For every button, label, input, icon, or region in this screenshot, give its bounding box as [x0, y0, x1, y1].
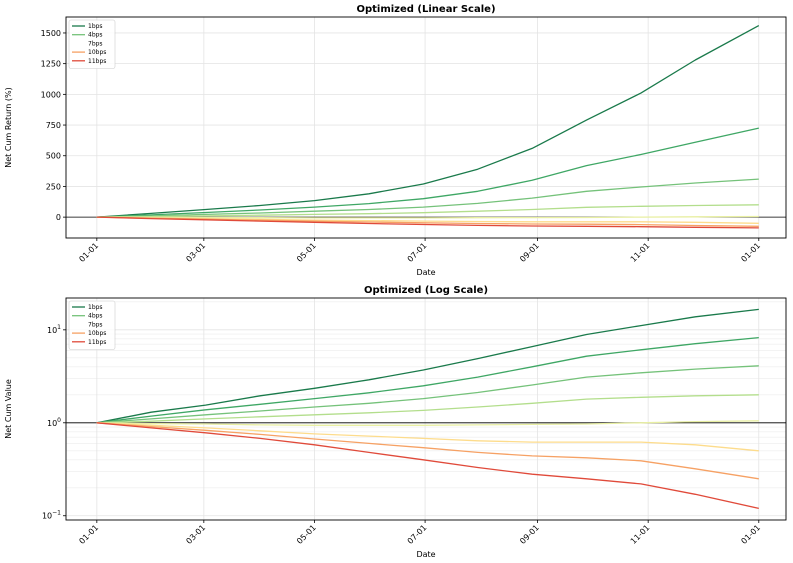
chart-title: Optimized (Log Scale)	[364, 285, 488, 296]
series-line-1	[96, 127, 759, 218]
y-tick-label: 1500	[41, 29, 61, 38]
x-tick-label: 07-01	[406, 523, 429, 546]
series-line-2	[96, 178, 759, 218]
y-tick-label: 250	[46, 182, 61, 191]
x-tick-label: 11-01	[629, 241, 652, 264]
legend-box	[68, 19, 116, 69]
legend-label: 11bps	[88, 58, 106, 65]
legend-box	[68, 300, 116, 350]
y-tick-label: 500	[46, 152, 61, 161]
series-line-1	[96, 336, 759, 424]
x-tick-label: 03-01	[184, 523, 207, 546]
x-tick-label: 05-01	[295, 241, 318, 264]
x-axis-label: Date	[416, 268, 435, 277]
y-tick-label: 1000	[41, 90, 61, 99]
series-line-3	[96, 204, 759, 218]
x-tick-label: 01-01	[739, 523, 762, 546]
chart-title: Optimized (Linear Scale)	[356, 4, 495, 15]
series-line-6	[96, 422, 759, 480]
legend-label: 4bps	[88, 32, 103, 39]
x-tick-label: 11-01	[629, 523, 652, 546]
legend-label: 11bps	[88, 339, 106, 346]
legend-label: 1bps	[88, 23, 103, 30]
series-line-3	[96, 394, 759, 424]
series-line-7	[96, 216, 759, 229]
x-axis-label: Date	[416, 550, 435, 559]
legend-label: 10bps	[88, 49, 106, 56]
series-line-0	[96, 308, 759, 424]
plot-frame	[65, 297, 787, 521]
legend-label: 10bps	[88, 330, 106, 337]
x-tick-label: 09-01	[518, 241, 541, 264]
series-line-2	[96, 365, 759, 424]
y-tick-label: 750	[46, 121, 61, 130]
plot-frame	[65, 16, 787, 239]
x-tick-label: 07-01	[406, 241, 429, 264]
series-line-7	[96, 422, 759, 510]
legend-label: 7bps	[88, 321, 103, 328]
x-tick-label: 01-01	[77, 241, 100, 264]
log-chart: Optimized (Log Scale) 10−1 100 101 01-01 03-0…	[4, 285, 787, 559]
legend-label: 4bps	[88, 313, 103, 320]
y-axis-label: Net Cum Return (%)	[4, 87, 13, 168]
y-axis-label: Net Cum Value	[4, 379, 13, 439]
series-line-0	[96, 25, 760, 218]
x-tick-label: 05-01	[295, 523, 318, 546]
x-tick-label: 01-01	[77, 523, 100, 546]
legend-label: 1bps	[88, 304, 103, 311]
series-line-5	[96, 422, 759, 452]
y-tick-label: 1250	[41, 60, 61, 69]
y-tick-label: 100	[47, 417, 61, 428]
series-line-4	[96, 215, 759, 219]
y-tick-label: 101	[47, 324, 61, 335]
legend-label: 7bps	[88, 40, 103, 47]
linear-chart: Optimized (Linear Scale) 0 250 500 750 1000 12…	[4, 4, 787, 277]
series-line-4	[96, 420, 759, 426]
x-tick-label: 01-01	[739, 241, 762, 264]
x-tick-label: 09-01	[518, 523, 541, 546]
y-tick-label: 10−1	[42, 510, 61, 521]
x-tick-label: 03-01	[184, 241, 207, 264]
y-tick-label: 0	[56, 213, 61, 222]
